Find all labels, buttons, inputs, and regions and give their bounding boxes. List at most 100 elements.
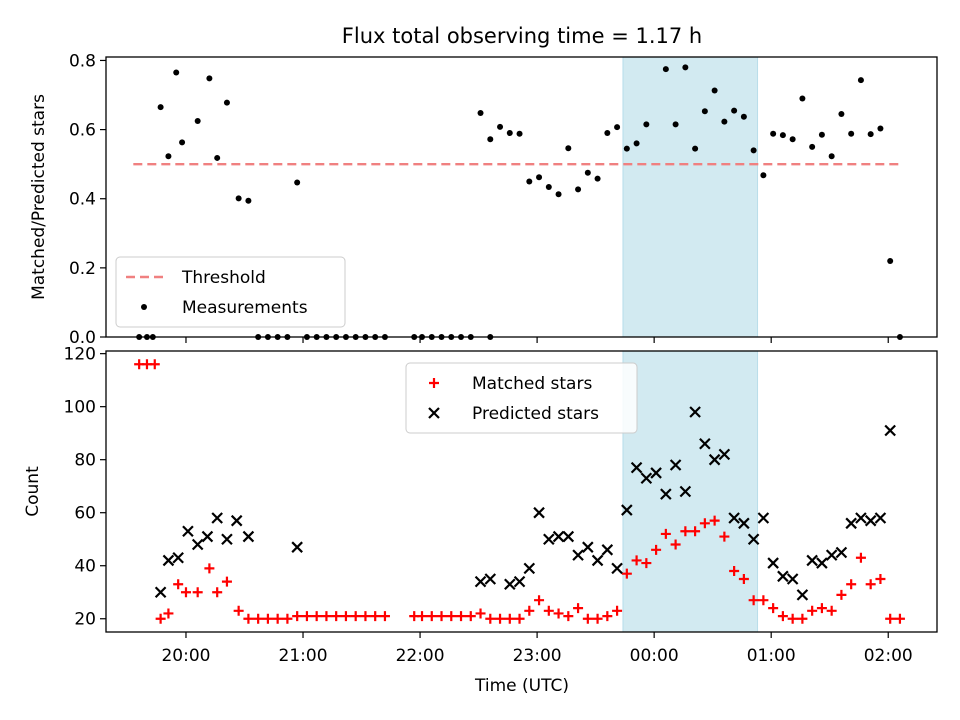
data-point	[816, 557, 828, 569]
data-point	[855, 512, 867, 524]
data-point	[660, 528, 671, 539]
data-point	[572, 549, 584, 561]
data-point	[630, 461, 643, 474]
data-point	[807, 605, 818, 616]
data-point	[201, 530, 214, 543]
data-point	[838, 111, 845, 118]
data-point	[806, 554, 818, 567]
data-point	[584, 169, 591, 176]
legend-label: Measurements	[182, 298, 308, 318]
data-point	[738, 573, 749, 584]
data-point	[262, 613, 273, 624]
y-tick-label: 0.0	[69, 328, 96, 348]
y-tick-label: 20	[74, 610, 96, 630]
data-point	[154, 586, 167, 599]
legend: Matched stars Predicted stars	[405, 362, 638, 434]
data-point	[748, 595, 759, 606]
legend: Threshold Measurements	[115, 256, 346, 328]
data-point	[294, 179, 301, 186]
data-point	[721, 118, 728, 125]
x-axis-label: Time (UTC)	[474, 676, 569, 696]
data-point	[533, 506, 545, 519]
x-tick-label: 22:00	[396, 646, 445, 666]
y-axis-label: Matched/Predicted stars	[29, 94, 49, 300]
data-point	[301, 611, 312, 622]
data-point	[543, 605, 554, 616]
data-point	[789, 136, 796, 143]
data-point	[565, 145, 572, 152]
data-point	[555, 191, 562, 198]
data-point	[360, 611, 371, 622]
legend-box	[115, 256, 346, 328]
data-point	[864, 514, 877, 527]
data-point	[857, 77, 864, 84]
data-point	[575, 186, 582, 193]
data-point	[877, 125, 884, 132]
data-point	[747, 533, 760, 545]
data-point	[163, 608, 174, 619]
data-point	[475, 608, 486, 619]
y-tick-label: 40	[74, 557, 96, 577]
data-point	[611, 562, 623, 575]
data-point	[692, 145, 699, 152]
data-point	[660, 488, 672, 500]
data-point	[699, 518, 710, 529]
highlight-span	[622, 350, 759, 633]
data-point	[350, 611, 361, 622]
data-point	[865, 579, 876, 590]
legend-label: Threshold	[181, 268, 266, 288]
data-point	[173, 69, 180, 76]
data-point	[672, 121, 679, 128]
data-point	[855, 552, 866, 563]
y-axis-label: Count	[23, 466, 43, 517]
data-point	[592, 613, 603, 624]
data-point	[679, 485, 692, 498]
data-point	[718, 448, 731, 461]
data-point	[835, 546, 848, 559]
data-point	[738, 517, 750, 530]
x-tick-label: 00:00	[630, 646, 679, 666]
data-point	[504, 613, 515, 624]
data-point	[331, 611, 342, 622]
highlight-span	[622, 56, 759, 338]
data-point	[172, 551, 184, 564]
data-point	[836, 589, 847, 600]
data-point	[235, 195, 242, 202]
data-point	[680, 526, 691, 537]
data-point	[594, 175, 601, 182]
y-tick-label: 60	[74, 504, 96, 524]
data-point	[426, 611, 437, 622]
data-point	[553, 608, 564, 619]
data-point	[731, 107, 738, 114]
data-point	[682, 64, 689, 71]
data-point	[272, 613, 283, 624]
data-point	[758, 595, 769, 606]
y-tick-label: 0.6	[69, 121, 96, 141]
data-point	[282, 613, 293, 624]
data-point	[465, 611, 476, 622]
data-point	[524, 605, 535, 616]
x-tick-label: 23:00	[513, 646, 562, 666]
data-point	[729, 566, 740, 577]
data-point	[816, 603, 827, 614]
data-point	[245, 197, 252, 204]
data-point	[701, 108, 708, 115]
data-point	[708, 453, 721, 466]
data-point	[233, 605, 244, 616]
data-point	[757, 512, 770, 524]
data-point	[633, 140, 640, 147]
data-point	[573, 603, 584, 614]
data-point	[809, 143, 816, 150]
data-point	[214, 154, 221, 161]
data-point	[212, 587, 223, 598]
data-point	[690, 526, 701, 537]
data-point	[497, 123, 504, 130]
data-point	[379, 611, 390, 622]
data-point	[604, 130, 611, 137]
data-point	[777, 570, 789, 583]
data-point	[513, 575, 526, 588]
data-point	[846, 579, 857, 590]
data-point	[799, 95, 806, 102]
data-point	[797, 613, 808, 624]
data-point	[526, 178, 533, 185]
